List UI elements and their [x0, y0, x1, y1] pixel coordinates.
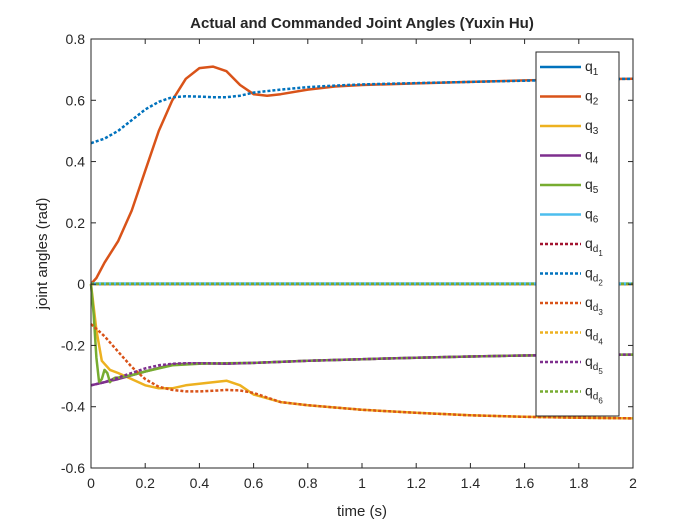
- y-tick-label: 0.8: [66, 31, 86, 47]
- series-line-q2: [90, 65, 634, 285]
- y-axis-ticks: -0.6 -0.4 -0.2 0 0.2 0.4 0.6 0.8: [61, 31, 633, 476]
- legend-entry-label: qd6: [585, 383, 603, 406]
- x-tick-label: 1.8: [569, 475, 589, 491]
- x-tick-label: 0.6: [244, 475, 264, 491]
- x-tick-label: 1.6: [515, 475, 535, 491]
- y-tick-label: -0.2: [61, 337, 85, 353]
- y-axis-label: joint angles (rad): [34, 198, 51, 311]
- series-line-qd2: [90, 77, 634, 145]
- legend-entry-label: q2: [585, 88, 599, 108]
- x-tick-label: 2: [629, 475, 637, 491]
- x-tick-label: 0: [87, 475, 95, 491]
- x-tick-label: 1.2: [406, 475, 426, 491]
- legend-entry-label: qd5: [585, 353, 603, 376]
- series-line-qd3: [90, 323, 634, 420]
- legend-box: [535, 51, 620, 417]
- legend-items: q1 q2 q3 q4 q5 q6 qd1 qd2 qd3 qd4 qd5 qd6: [540, 58, 603, 406]
- legend-entry-label: q5: [585, 176, 599, 196]
- y-tick-label: -0.6: [61, 460, 85, 476]
- x-tick-label: 1.4: [461, 475, 481, 491]
- x-tick-label: 0.8: [298, 475, 318, 491]
- legend: q1 q2 q3 q4 q5 q6 qd1 qd2 qd3 qd4 qd5 qd6: [535, 51, 620, 417]
- x-tick-label: 0.2: [135, 475, 155, 491]
- series-line-qd5: [90, 353, 634, 387]
- chart-title: Actual and Commanded Joint Angles (Yuxin…: [190, 15, 534, 32]
- legend-entry-label: qd2: [585, 265, 603, 288]
- legend-entry-label: qd4: [585, 324, 603, 347]
- series-line-q5: [89, 283, 634, 384]
- x-axis-label: time (s): [337, 503, 387, 520]
- y-tick-label: 0.6: [66, 92, 86, 108]
- y-tick-label: 0.4: [66, 154, 86, 170]
- legend-entry-label: q4: [585, 147, 599, 167]
- legend-entry-label: qd1: [585, 235, 603, 258]
- y-tick-label: -0.4: [61, 399, 85, 415]
- y-tick-label: 0: [77, 276, 85, 292]
- x-axis-ticks: 0 0.2 0.4 0.6 0.8 1 1.2 1.4 1.6 1.8 2: [87, 39, 637, 491]
- x-tick-label: 1: [358, 475, 366, 491]
- y-tick-label: 0.2: [66, 215, 86, 231]
- x-tick-label: 0.4: [190, 475, 210, 491]
- legend-entry-label: q3: [585, 117, 599, 137]
- legend-entry-label: qd3: [585, 294, 603, 317]
- legend-entry-label: q6: [585, 206, 599, 226]
- legend-entry-label: q1: [585, 58, 599, 78]
